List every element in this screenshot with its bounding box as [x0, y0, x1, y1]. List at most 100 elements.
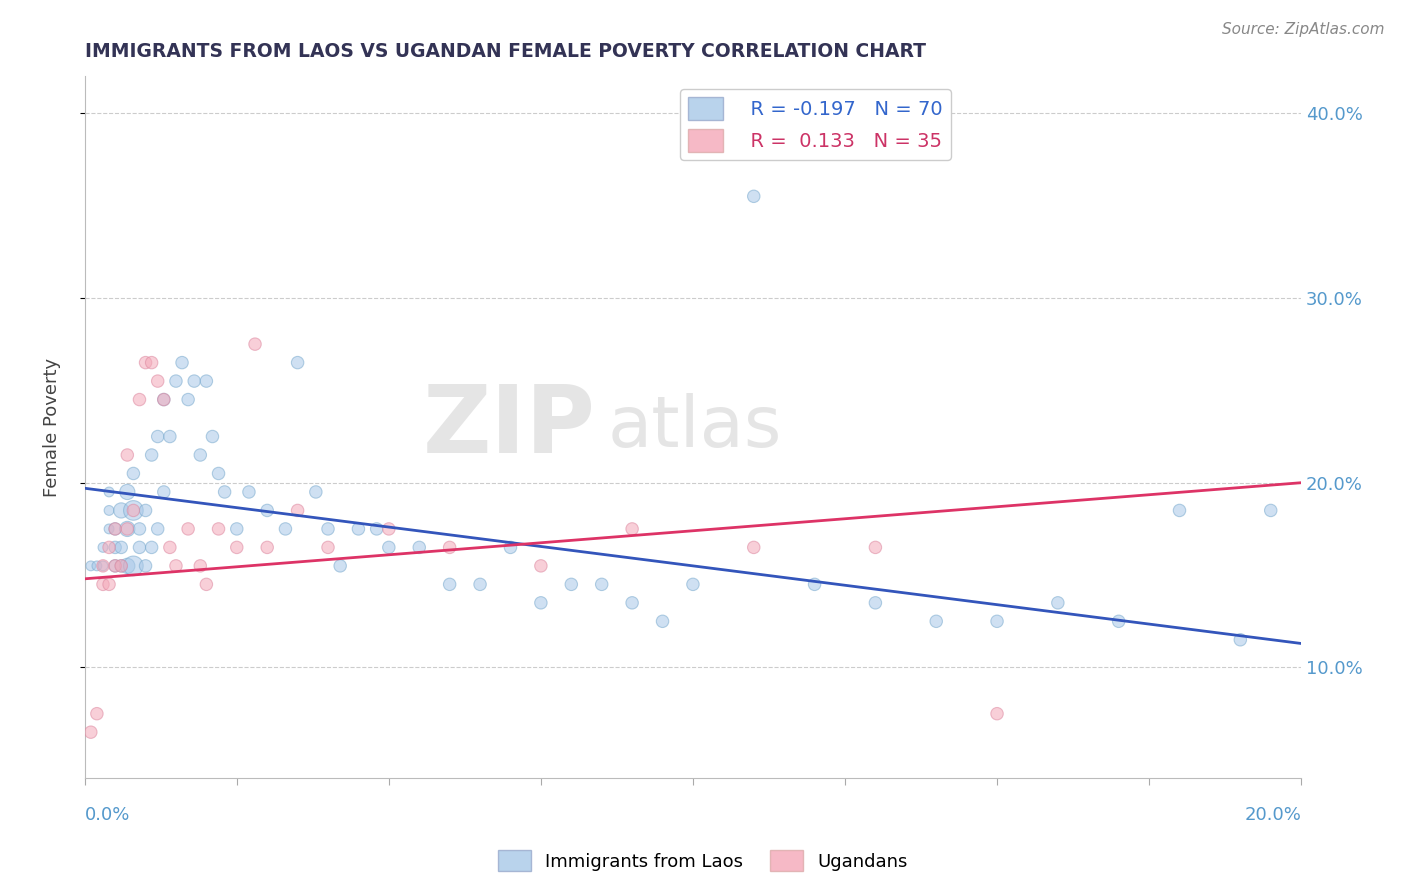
Point [135, 503, 157, 517]
Point [1108, 615, 1130, 629]
Point [439, 577, 461, 591]
Point [80, 725, 103, 739]
Point [128, 541, 150, 555]
Point [207, 467, 229, 481]
Point [159, 541, 181, 555]
Point [651, 615, 673, 629]
Point [195, 577, 218, 591]
Point [439, 541, 461, 555]
Point [1229, 632, 1251, 647]
Point [183, 374, 205, 388]
Point [274, 522, 297, 536]
Point [530, 596, 553, 610]
Point [238, 485, 260, 500]
Point [177, 522, 200, 536]
Point [803, 577, 825, 591]
Point [305, 485, 328, 500]
Point [188, 558, 211, 573]
Point [146, 522, 169, 536]
Point [591, 577, 613, 591]
Point [146, 374, 169, 388]
Point [256, 503, 278, 517]
Point [682, 577, 704, 591]
Point [117, 522, 139, 536]
Point [141, 448, 163, 462]
Text: atlas: atlas [607, 392, 782, 462]
Point [91, 558, 114, 573]
Point [201, 429, 224, 443]
Legend:   R = -0.197   N = 70,   R =  0.133   N = 35: R = -0.197 N = 70, R = 0.133 N = 35 [681, 89, 950, 160]
Point [110, 558, 132, 573]
Point [117, 485, 139, 500]
Text: Source: ZipAtlas.com: Source: ZipAtlas.com [1222, 22, 1385, 37]
Point [98, 485, 121, 500]
Text: IMMIGRANTS FROM LAOS VS UGANDAN FEMALE POVERTY CORRELATION CHART: IMMIGRANTS FROM LAOS VS UGANDAN FEMALE P… [84, 42, 925, 61]
Point [141, 356, 163, 370]
Point [141, 541, 163, 555]
Point [865, 596, 887, 610]
Point [1168, 503, 1191, 517]
Point [128, 392, 150, 407]
Point [159, 429, 181, 443]
Point [117, 522, 139, 536]
Point [378, 522, 401, 536]
Point [986, 706, 1008, 721]
Point [1260, 503, 1282, 517]
Point [287, 503, 309, 517]
Point [104, 541, 127, 555]
Point [146, 429, 169, 443]
Point [152, 392, 174, 407]
Point [104, 522, 127, 536]
Point [347, 522, 370, 536]
Legend: Immigrants from Laos, Ugandans: Immigrants from Laos, Ugandans [491, 843, 915, 879]
Point [110, 503, 132, 517]
Point [135, 558, 157, 573]
Point [287, 356, 309, 370]
Point [256, 541, 278, 555]
Point [104, 558, 127, 573]
Point [165, 558, 187, 573]
Point [117, 448, 139, 462]
Point [98, 503, 121, 517]
Point [925, 615, 948, 629]
Point [408, 541, 430, 555]
Point [122, 467, 145, 481]
Point [128, 522, 150, 536]
Point [316, 522, 339, 536]
Point [91, 541, 114, 555]
Point [122, 503, 145, 517]
Point [165, 374, 187, 388]
Point [104, 522, 127, 536]
Point [468, 577, 491, 591]
Point [214, 485, 236, 500]
Point [742, 189, 765, 203]
Point [621, 596, 644, 610]
Point [530, 558, 553, 573]
Point [86, 706, 108, 721]
Point [122, 558, 145, 573]
Point [104, 558, 127, 573]
Point [117, 558, 139, 573]
Point [499, 541, 522, 555]
Point [195, 374, 218, 388]
Point [86, 558, 108, 573]
Point [378, 541, 401, 555]
Point [170, 356, 193, 370]
Point [366, 522, 388, 536]
Point [152, 392, 174, 407]
Point [329, 558, 352, 573]
Point [621, 522, 644, 536]
Point [1046, 596, 1069, 610]
Point [225, 522, 247, 536]
Point [98, 577, 121, 591]
Point [98, 541, 121, 555]
Point [122, 503, 145, 517]
Text: 20.0%: 20.0% [1244, 806, 1301, 824]
Point [316, 541, 339, 555]
Point [110, 558, 132, 573]
Point [865, 541, 887, 555]
Point [243, 337, 266, 351]
Text: ZIP: ZIP [423, 381, 596, 474]
Point [986, 615, 1008, 629]
Point [110, 541, 132, 555]
